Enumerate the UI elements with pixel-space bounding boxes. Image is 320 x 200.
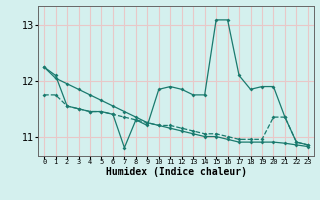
X-axis label: Humidex (Indice chaleur): Humidex (Indice chaleur) (106, 167, 246, 177)
